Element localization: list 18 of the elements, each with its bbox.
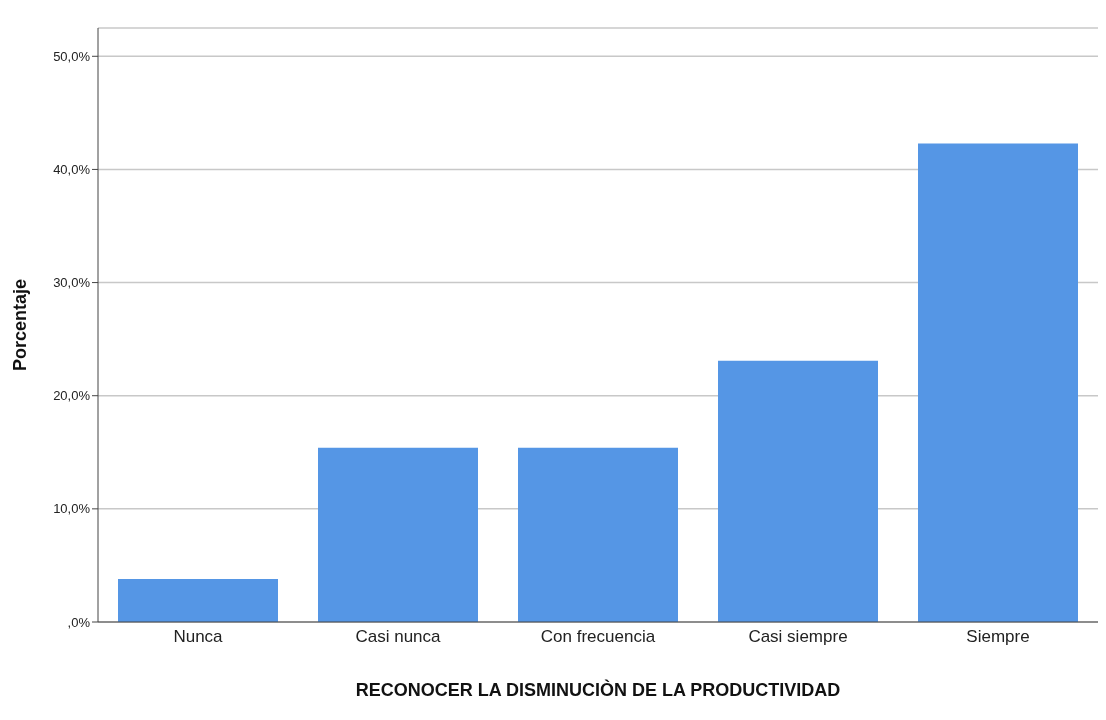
y-tick-label: 50,0% [53,48,91,64]
y-tick-label: ,0% [67,614,91,630]
y-tick-label: 10,0% [53,501,91,517]
y-axis-title: Porcentaje [10,278,31,372]
y-tick-label: 40,0% [53,162,91,178]
bar [718,360,878,622]
y-tick-label: 20,0% [53,388,91,404]
x-tick-label: Casi siempre [748,627,848,647]
x-axis-title: RECONOCER LA DISMINUCIÒN DE LA PRODUCTIVIDAD [355,679,841,700]
bar [118,579,278,622]
x-tick-label: Casi nunca [355,627,442,647]
y-tick-label: 30,0% [53,275,91,291]
x-tick-label: Con frecuencia [540,627,656,647]
bar [518,447,678,622]
bar [318,447,478,622]
bar [918,143,1078,622]
x-tick-label: Siempre [966,627,1030,647]
x-tick-label: Nunca [173,627,224,647]
